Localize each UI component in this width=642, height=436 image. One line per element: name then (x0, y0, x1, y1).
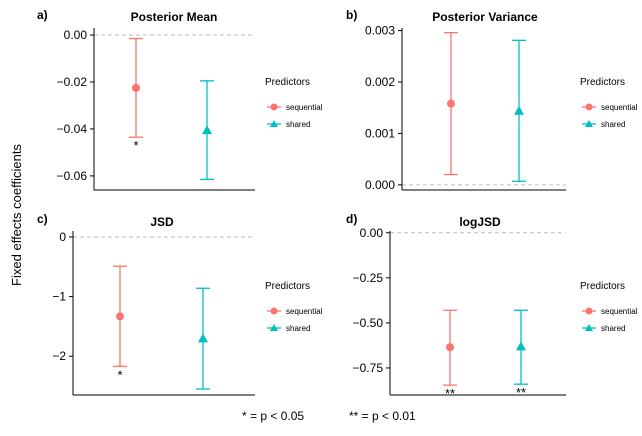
legend-title: Predictors (265, 281, 310, 292)
legend-label-shared: shared (286, 120, 310, 129)
y-tick-label: 0.001 (365, 126, 395, 140)
panel-b: b) Posterior Variance 0.000 0.001 0.002 0.003… (346, 8, 638, 192)
legend-label-shared: shared (601, 324, 625, 333)
legend-key-triangle (270, 120, 278, 127)
legend-key-circle (270, 307, 278, 315)
y-tick-label: −0.25 (353, 271, 384, 285)
panel-letter: d) (346, 212, 357, 226)
legend-title: Predictors (580, 281, 625, 292)
y-tick-label: 0.002 (365, 75, 395, 89)
legend-label-sequential: sequential (286, 307, 323, 316)
y-tick-label: 0.000 (365, 178, 395, 192)
panels: a) Posterior Mean 0.00 −0.02 −0.04 −0.06 * Pred… (37, 8, 638, 401)
estimate-point-shared (514, 105, 524, 115)
panel-title: Posterior Variance (432, 10, 538, 24)
y-tick-label: 0 (59, 230, 66, 244)
panel-title: JSD (150, 215, 174, 229)
significance-marker: ** (445, 386, 455, 401)
y-tick-label: −0.75 (353, 361, 384, 375)
y-tick-label: −0.02 (57, 75, 88, 89)
legend: Predictors sequential shared (265, 281, 323, 333)
estimate-point-shared (516, 341, 526, 351)
legend-label-shared: shared (286, 324, 310, 333)
footnote-p05: * = p < 0.05 (242, 409, 304, 423)
y-tick-label: −1 (52, 290, 66, 304)
legend-key-triangle (270, 324, 278, 331)
y-tick-label: −0.50 (353, 316, 384, 330)
legend-label-sequential: sequential (286, 103, 323, 112)
panel-c: c) JSD 0 −1 −2 * Predictors sequential shared (37, 212, 323, 396)
estimate-point-sequential (132, 83, 140, 92)
y-tick-label: −0.06 (57, 169, 88, 183)
legend: Predictors sequential shared (580, 281, 638, 333)
panel-letter: b) (346, 8, 357, 22)
significance-marker: * (133, 138, 138, 153)
legend: Predictors sequential shared (580, 77, 638, 129)
legend-key-circle (585, 307, 593, 315)
estimate-point-shared (198, 333, 208, 343)
panel-title: logJSD (459, 215, 501, 229)
legend-label-sequential: sequential (601, 307, 638, 316)
significance-marker: ** (516, 385, 526, 400)
legend-title: Predictors (580, 77, 625, 88)
legend-key-triangle (585, 120, 593, 127)
panel-letter: c) (37, 212, 48, 226)
legend: Predictors sequential shared (265, 77, 323, 129)
legend-key-triangle (585, 324, 593, 331)
y-tick-label: 0.00 (64, 28, 88, 42)
estimate-point-sequential (447, 99, 455, 108)
legend-key-circle (270, 103, 278, 111)
legend-label-sequential: sequential (601, 103, 638, 112)
y-axis-label: Fixed effects coefficients (9, 144, 24, 286)
footnote-p01: ** = p < 0.01 (349, 409, 416, 423)
legend-title: Predictors (265, 77, 310, 88)
estimate-point-shared (202, 125, 212, 135)
estimate-point-sequential (116, 312, 124, 321)
panel-d: d) logJSD 0.00 −0.25 −0.50 −0.75 ** ** Predictor… (346, 212, 638, 401)
y-tick-label: 0.00 (360, 226, 384, 240)
estimate-point-sequential (446, 343, 454, 352)
panel-letter: a) (37, 8, 48, 22)
y-tick-label: −0.04 (57, 122, 88, 136)
panel-a: a) Posterior Mean 0.00 −0.02 −0.04 −0.06 * Pred… (37, 8, 323, 191)
panel-title: Posterior Mean (131, 10, 218, 24)
legend-key-circle (585, 103, 593, 111)
y-tick-label: −2 (52, 349, 66, 363)
y-tick-label: 0.003 (365, 24, 395, 38)
legend-label-shared: shared (601, 120, 625, 129)
significance-marker: * (117, 367, 122, 382)
